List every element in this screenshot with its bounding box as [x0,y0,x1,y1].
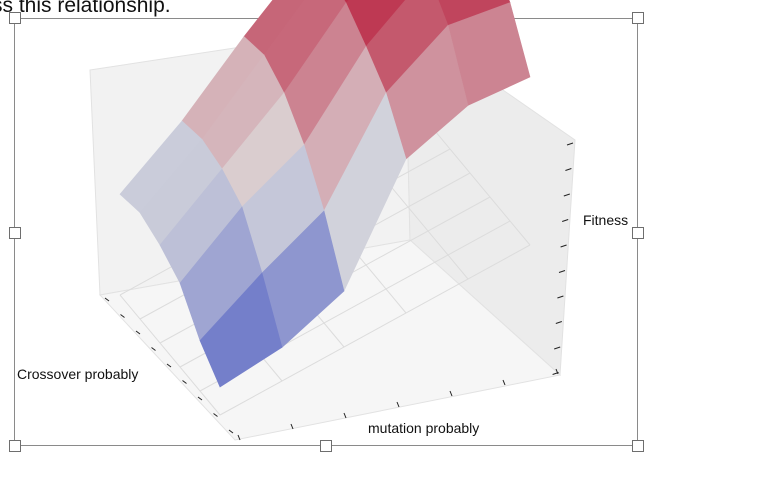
axis-tick [213,413,218,417]
axis-tick [502,379,506,386]
axis-tick [563,193,570,197]
y-axis-label: Crossover probably [17,366,139,382]
z-axis-label: Fitness [583,212,629,228]
surface-patch [199,272,283,388]
axis-tick [552,372,559,375]
axis-tick [566,142,574,146]
axis-tick [166,363,172,368]
axis-tick [104,297,110,302]
grid-line [429,124,531,246]
axis-tick [197,396,203,401]
document-caption: ss this relationship. [0,0,171,17]
axis-ticks [104,142,574,441]
grid-line [219,244,531,416]
resize-handle-middle-right[interactable] [632,227,644,239]
axis-tick [558,270,566,273]
grid-line [119,294,221,416]
axis-tick [565,168,572,171]
axis-tick [554,346,561,350]
axis-tick [182,380,187,384]
resize-handle-middle-left[interactable] [9,227,21,239]
resize-handle-bottom-left[interactable] [9,440,21,452]
axis-tick [290,423,294,430]
surface-patch [343,0,350,4]
axis-tick [228,429,234,434]
axis-tick [396,401,400,408]
axis-tick [151,347,156,351]
axis-tick [562,219,569,222]
resize-handle-bottom-right[interactable] [632,440,644,452]
surface-mesh [119,0,531,388]
x-axis-label: mutation probably [368,420,480,436]
axis-tick [343,412,347,419]
resize-handle-bottom-middle[interactable] [320,440,332,452]
axis-tick [449,390,453,397]
axis-tick [237,434,241,441]
axis-tick [135,330,141,335]
axis-tick [555,321,562,324]
resize-handle-top-right[interactable] [632,12,644,24]
axis-tick [120,314,125,318]
axis-tick [557,295,564,299]
axis-tick [560,244,567,248]
resize-handle-top-left[interactable] [9,12,21,24]
